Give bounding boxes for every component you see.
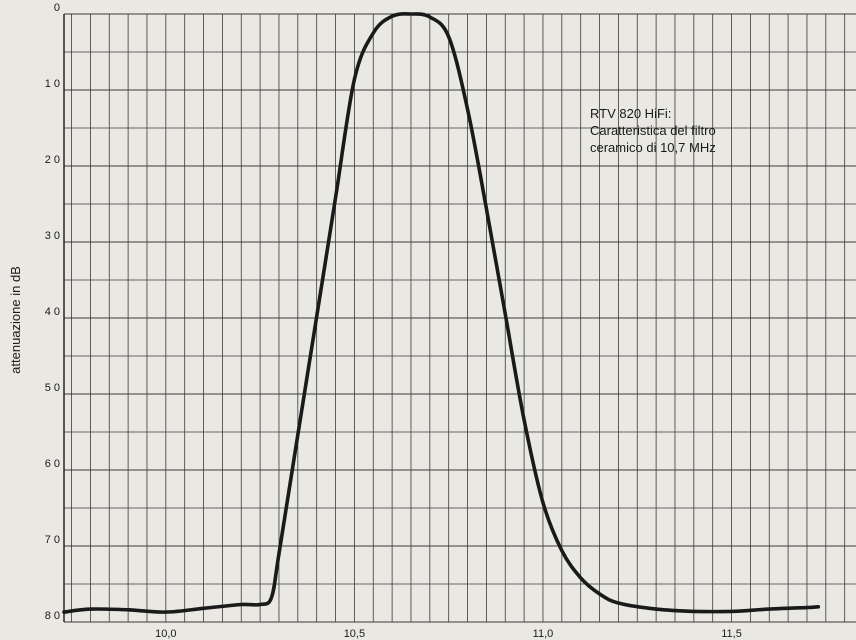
y-tick-label: 2 0 [45, 154, 60, 166]
y-tick-label: 8 0 [45, 610, 60, 622]
y-tick-label: 4 0 [45, 306, 60, 318]
y-tick-label: 0 [54, 2, 60, 14]
y-axis-ticks: 0 1 0 2 0 3 0 4 0 5 0 6 0 7 0 8 0 [45, 2, 60, 622]
chart-title-line-3: ceramico di 10,7 MHz [590, 140, 716, 155]
chart-title-line-2: Caratteristica del filtro [590, 123, 716, 138]
response-curve [62, 12, 821, 614]
y-tick-label: 7 0 [45, 534, 60, 546]
y-tick-label: 1 0 [45, 78, 60, 90]
x-tick-label: 11,5 [721, 628, 742, 640]
y-axis-label: attenuazione in dB [8, 266, 23, 374]
y-tick-label: 5 0 [45, 382, 60, 394]
chart-title-line-1: RTV 820 HiFi: [590, 106, 671, 121]
x-tick-label: 10,5 [344, 628, 365, 640]
x-tick-label: 10,0 [155, 628, 176, 640]
chart-grid [63, 13, 856, 623]
y-tick-label: 3 0 [45, 230, 60, 242]
y-tick-label: 6 0 [45, 458, 60, 470]
x-tick-label: 11,0 [533, 628, 554, 640]
chart-series [62, 12, 821, 614]
x-axis-ticks: 10,0 10,5 11,0 11,5 [155, 628, 742, 640]
